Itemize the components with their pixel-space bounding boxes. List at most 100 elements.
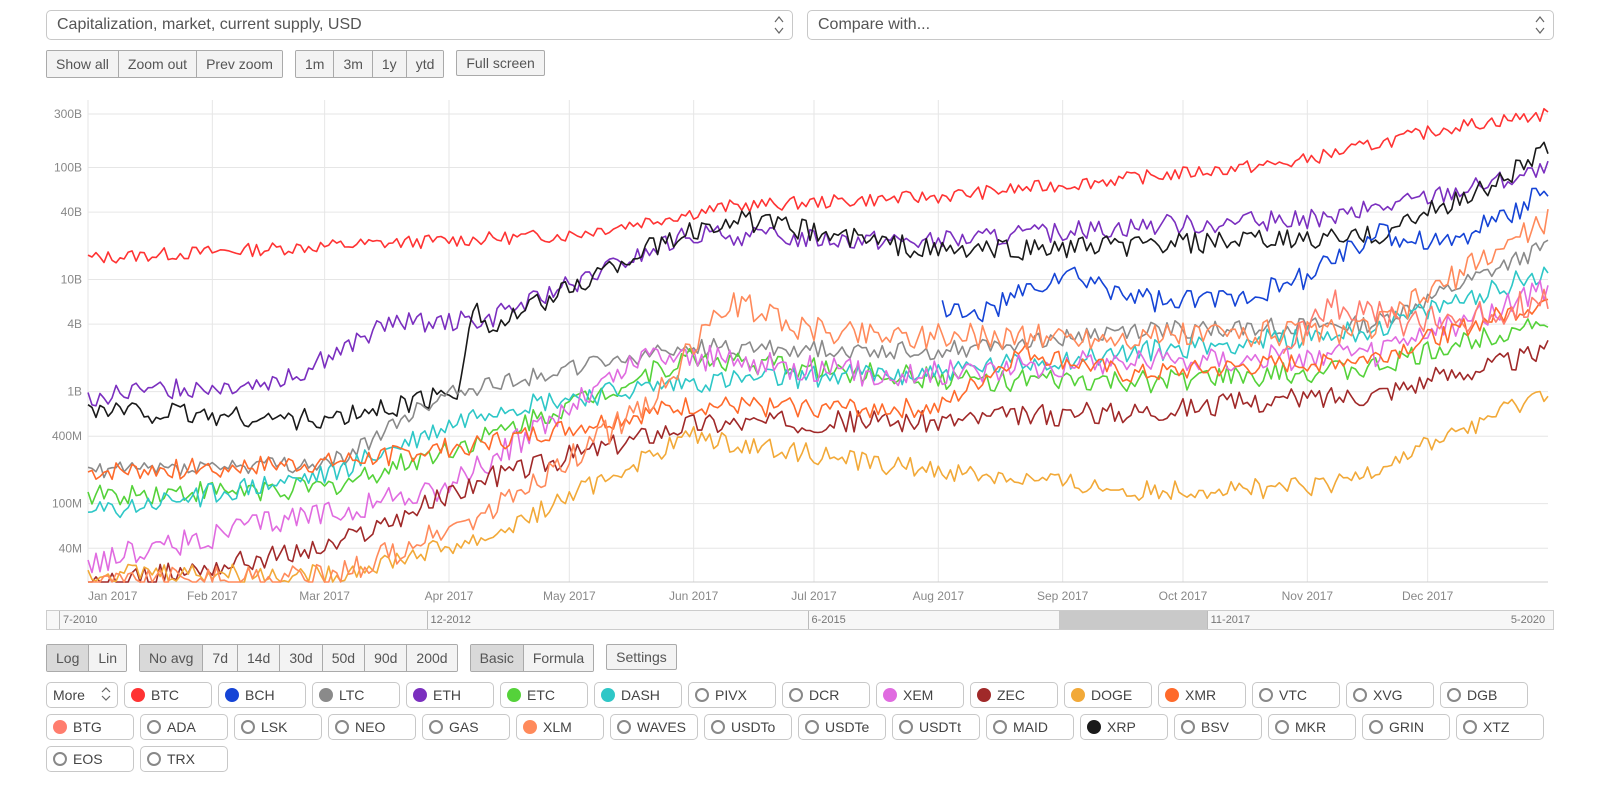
market-cap-chart[interactable]: 40M100M400M1B4B10B40B100B300BJan 2017Feb…: [46, 86, 1554, 606]
legend-swatch: [977, 688, 991, 702]
legend-item-xem[interactable]: XEM: [876, 682, 964, 708]
show-all-button[interactable]: Show all: [47, 51, 118, 77]
avg-14d-button[interactable]: 14d: [237, 645, 279, 671]
avg-200d-button[interactable]: 200d: [406, 645, 456, 671]
legend-item-zec[interactable]: ZEC: [970, 682, 1058, 708]
legend-label: ADA: [167, 719, 196, 735]
legend-swatch: [53, 720, 67, 734]
legend-swatch: [1181, 720, 1195, 734]
legend-swatch: [147, 752, 161, 766]
legend-item-xmr[interactable]: XMR: [1158, 682, 1246, 708]
legend-item-usdtt[interactable]: USDTt: [892, 714, 980, 740]
legend-item-trx[interactable]: TRX: [140, 746, 228, 772]
legend-label: ETH: [433, 687, 461, 703]
svg-text:100M: 100M: [52, 497, 82, 511]
navigator-selection[interactable]: [1059, 611, 1207, 629]
avg-90d-button[interactable]: 90d: [364, 645, 406, 671]
range-1m-button[interactable]: 1m: [296, 51, 333, 77]
legend-item-dgb[interactable]: DGB: [1440, 682, 1528, 708]
svg-text:10B: 10B: [61, 273, 82, 287]
legend-item-etc[interactable]: ETC: [500, 682, 588, 708]
zoom-out-button[interactable]: Zoom out: [118, 51, 196, 77]
legend-label: PIVX: [715, 687, 747, 703]
legend-item-lsk[interactable]: LSK: [234, 714, 322, 740]
legend-label: WAVES: [637, 719, 686, 735]
svg-text:Nov 2017: Nov 2017: [1282, 589, 1334, 603]
legend-item-ltc[interactable]: LTC: [312, 682, 400, 708]
settings-button[interactable]: Settings: [606, 644, 677, 670]
legend-label: DCR: [809, 687, 839, 703]
legend-label: TRX: [167, 751, 195, 767]
navigator-mark: 7-2010: [59, 611, 97, 629]
navigator-mark: 11-2017: [1207, 611, 1251, 629]
compare-select[interactable]: Compare with...: [807, 10, 1554, 40]
svg-text:100B: 100B: [54, 160, 82, 174]
legend-swatch: [1259, 688, 1273, 702]
legend-swatch: [53, 752, 67, 766]
legend-item-xtz[interactable]: XTZ: [1456, 714, 1544, 740]
legend-item-xvg[interactable]: XVG: [1346, 682, 1434, 708]
svg-text:Mar 2017: Mar 2017: [299, 589, 350, 603]
legend-item-usdto[interactable]: USDTo: [704, 714, 792, 740]
avg-7d-button[interactable]: 7d: [202, 645, 237, 671]
svg-text:400M: 400M: [52, 429, 82, 443]
legend-item-bsv[interactable]: BSV: [1174, 714, 1262, 740]
avg-50d-button[interactable]: 50d: [322, 645, 364, 671]
range-ytd-button[interactable]: ytd: [406, 51, 444, 77]
legend-item-neo[interactable]: NEO: [328, 714, 416, 740]
legend-item-maid[interactable]: MAID: [986, 714, 1074, 740]
full-screen-button[interactable]: Full screen: [456, 50, 544, 76]
range-1y-button[interactable]: 1y: [372, 51, 406, 77]
avg-no-avg-button[interactable]: No avg: [140, 645, 202, 671]
legend-swatch: [429, 720, 443, 734]
legend-more-button[interactable]: More: [46, 682, 118, 708]
scale-lin-button[interactable]: Lin: [88, 645, 126, 671]
legend-item-dcr[interactable]: DCR: [782, 682, 870, 708]
legend-item-btc[interactable]: BTC: [124, 682, 212, 708]
zoom-toolbar: Show all Zoom out Prev zoom 1m3m1yytd Fu…: [46, 50, 1554, 78]
time-navigator[interactable]: 7-201012-20126-201511-20175-2020: [46, 610, 1554, 630]
legend-item-vtc[interactable]: VTC: [1252, 682, 1340, 708]
scale-log-button[interactable]: Log: [47, 645, 88, 671]
legend-item-xrp[interactable]: XRP: [1080, 714, 1168, 740]
legend-item-eos[interactable]: EOS: [46, 746, 134, 772]
legend-item-pivx[interactable]: PIVX: [688, 682, 776, 708]
mode-basic-button[interactable]: Basic: [471, 645, 523, 671]
svg-text:Jan 2017: Jan 2017: [88, 589, 138, 603]
legend-swatch: [1463, 720, 1477, 734]
range-3m-button[interactable]: 3m: [333, 51, 371, 77]
legend-swatch: [1087, 720, 1101, 734]
legend-item-mkr[interactable]: MKR: [1268, 714, 1356, 740]
prev-zoom-button[interactable]: Prev zoom: [196, 51, 282, 77]
navigator-mark: 5-2020: [1508, 611, 1545, 629]
svg-text:Oct 2017: Oct 2017: [1159, 589, 1208, 603]
legend-item-dash[interactable]: DASH: [594, 682, 682, 708]
svg-text:Feb 2017: Feb 2017: [187, 589, 238, 603]
legend-swatch: [789, 688, 803, 702]
legend-label: ETC: [527, 687, 555, 703]
legend-item-doge[interactable]: DOGE: [1064, 682, 1152, 708]
legend-label: USDTo: [731, 719, 775, 735]
svg-text:Dec 2017: Dec 2017: [1402, 589, 1454, 603]
metric-select[interactable]: Capitalization, market, current supply, …: [46, 10, 793, 40]
legend-item-bch[interactable]: BCH: [218, 682, 306, 708]
legend-item-gas[interactable]: GAS: [422, 714, 510, 740]
legend-swatch: [805, 720, 819, 734]
svg-text:300B: 300B: [54, 107, 82, 121]
legend-label: LSK: [261, 719, 287, 735]
legend-label: MAID: [1013, 719, 1048, 735]
legend-item-grin[interactable]: GRIN: [1362, 714, 1450, 740]
legend-item-xlm[interactable]: XLM: [516, 714, 604, 740]
mode-formula-button[interactable]: Formula: [523, 645, 593, 671]
legend-swatch: [241, 720, 255, 734]
legend-item-usdte[interactable]: USDTe: [798, 714, 886, 740]
legend-label: NEO: [355, 719, 385, 735]
legend-label: EOS: [73, 751, 103, 767]
legend-swatch: [1447, 688, 1461, 702]
avg-30d-button[interactable]: 30d: [279, 645, 321, 671]
legend-item-btg[interactable]: BTG: [46, 714, 134, 740]
legend-item-waves[interactable]: WAVES: [610, 714, 698, 740]
legend-item-eth[interactable]: ETH: [406, 682, 494, 708]
legend-swatch: [1275, 720, 1289, 734]
legend-item-ada[interactable]: ADA: [140, 714, 228, 740]
